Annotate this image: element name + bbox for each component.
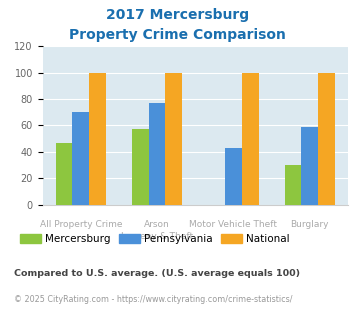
Text: Arson: Arson: [144, 220, 170, 229]
Bar: [89, 73, 106, 205]
Bar: [149, 103, 165, 205]
Legend: Mercersburg, Pennsylvania, National: Mercersburg, Pennsylvania, National: [16, 230, 294, 248]
Bar: [318, 73, 335, 205]
Bar: [56, 143, 72, 205]
Bar: [132, 129, 149, 205]
Bar: [165, 73, 182, 205]
Bar: [242, 73, 258, 205]
Text: Larceny & Theft: Larceny & Theft: [121, 232, 193, 241]
Text: Compared to U.S. average. (U.S. average equals 100): Compared to U.S. average. (U.S. average …: [14, 269, 300, 278]
Text: © 2025 CityRating.com - https://www.cityrating.com/crime-statistics/: © 2025 CityRating.com - https://www.city…: [14, 295, 293, 304]
Bar: [301, 127, 318, 205]
Text: 2017 Mercersburg: 2017 Mercersburg: [106, 8, 249, 22]
Bar: [72, 112, 89, 205]
Bar: [285, 165, 301, 205]
Bar: [225, 148, 242, 205]
Text: Property Crime Comparison: Property Crime Comparison: [69, 28, 286, 42]
Text: Motor Vehicle Theft: Motor Vehicle Theft: [190, 220, 277, 229]
Text: Burglary: Burglary: [290, 220, 329, 229]
Text: All Property Crime: All Property Crime: [39, 220, 122, 229]
